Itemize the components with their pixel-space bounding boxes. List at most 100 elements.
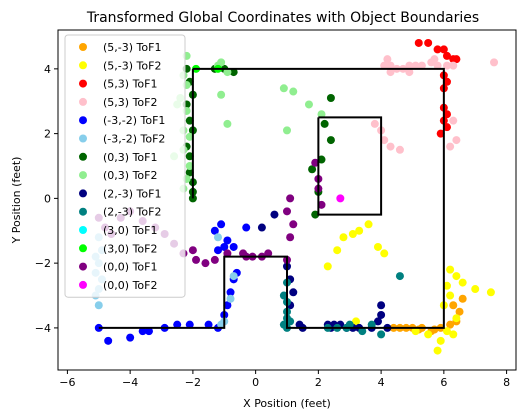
data-point (226, 288, 235, 297)
data-point (217, 90, 226, 99)
x-tick-label: 4 (378, 376, 385, 389)
data-point (217, 220, 226, 229)
data-point (126, 333, 135, 342)
legend-entry: (5,3) ToF1 (103, 78, 157, 91)
data-point (452, 314, 461, 323)
data-point (336, 194, 345, 203)
data-point (417, 61, 426, 70)
data-point (286, 233, 295, 242)
legend-marker (79, 116, 87, 125)
legend-marker (79, 43, 87, 51)
data-point (446, 142, 455, 151)
data-point (311, 210, 320, 219)
data-point (439, 45, 448, 54)
data-point (452, 55, 461, 64)
y-tick-label: −2 (35, 257, 51, 270)
data-point (436, 336, 445, 345)
data-point (458, 278, 467, 287)
data-point (223, 68, 232, 77)
legend-entry: (5,-3) ToF2 (103, 59, 161, 72)
data-point (386, 68, 395, 77)
legend-marker (79, 226, 87, 234)
legend-marker (79, 134, 87, 143)
data-point (355, 226, 364, 235)
data-point (229, 242, 238, 251)
data-point (458, 294, 467, 303)
data-point (380, 136, 389, 145)
data-point (430, 55, 439, 64)
data-point (442, 327, 451, 336)
legend-entry: (5,-3) ToF1 (103, 41, 161, 54)
data-point (210, 226, 219, 235)
legend-marker (79, 79, 87, 88)
data-point (373, 242, 382, 251)
legend-entry: (2,-3) ToF1 (103, 187, 161, 200)
legend-entry: (-3,-2) ToF1 (103, 114, 165, 127)
data-point (424, 330, 433, 339)
data-point (442, 77, 451, 86)
data-point (270, 210, 279, 219)
legend-entry: (0,0) ToF2 (103, 279, 157, 292)
data-point (283, 207, 291, 216)
data-point (377, 301, 386, 310)
data-point (446, 265, 455, 274)
data-point (449, 301, 458, 310)
boundary-line (317, 116, 383, 216)
legend-marker (79, 207, 87, 216)
data-point (433, 346, 442, 355)
data-point (217, 58, 226, 67)
data-point (395, 145, 404, 154)
legend-frame (64, 34, 186, 298)
data-point (395, 272, 404, 281)
data-point (352, 317, 361, 326)
data-point (242, 223, 251, 232)
data-point (210, 255, 219, 264)
data-point (348, 230, 357, 238)
data-point (339, 233, 348, 242)
data-point (320, 119, 329, 128)
data-point (449, 330, 458, 339)
data-point (386, 142, 395, 151)
data-point (283, 126, 291, 135)
data-point (380, 249, 389, 258)
legend-entry: (3,0) ToF1 (103, 224, 157, 237)
data-point (185, 116, 194, 125)
x-tick-label: −6 (59, 376, 75, 389)
data-point (138, 327, 147, 336)
legend-entry: (0,0) ToF1 (103, 261, 157, 274)
x-tick-label: 6 (440, 376, 447, 389)
data-point (442, 110, 451, 119)
y-tick-label: 4 (44, 63, 51, 76)
data-point (229, 272, 238, 281)
data-point (383, 55, 392, 64)
data-point (430, 325, 439, 334)
data-point (289, 288, 298, 297)
data-point (185, 168, 194, 177)
legend-marker (79, 262, 87, 271)
data-point (436, 129, 445, 138)
data-point (452, 136, 461, 145)
data-point (373, 317, 382, 326)
data-point (223, 249, 232, 258)
data-point (377, 310, 386, 319)
y-tick-label: 2 (44, 128, 51, 141)
chart-title: Transformed Global Coordinates with Obje… (86, 10, 479, 26)
data-point (317, 155, 326, 164)
data-point (257, 223, 266, 232)
data-point (213, 233, 222, 242)
legend: (5,-3) ToF1 (5,-3) ToF2 (5,3) ToF1 (5,3) To… (64, 34, 186, 298)
legend-marker (79, 61, 87, 70)
legend-marker (79, 244, 87, 253)
data-point (386, 61, 395, 70)
y-tick-label: 0 (44, 192, 51, 205)
x-tick-label: −2 (185, 376, 201, 389)
data-point (185, 162, 194, 170)
plot-frame (57, 29, 517, 371)
data-point (226, 294, 235, 303)
legend-marker (79, 152, 87, 161)
data-point (185, 132, 194, 141)
data-point (279, 84, 288, 93)
data-point (471, 285, 480, 294)
data-point (192, 255, 201, 264)
data-point (323, 262, 332, 271)
